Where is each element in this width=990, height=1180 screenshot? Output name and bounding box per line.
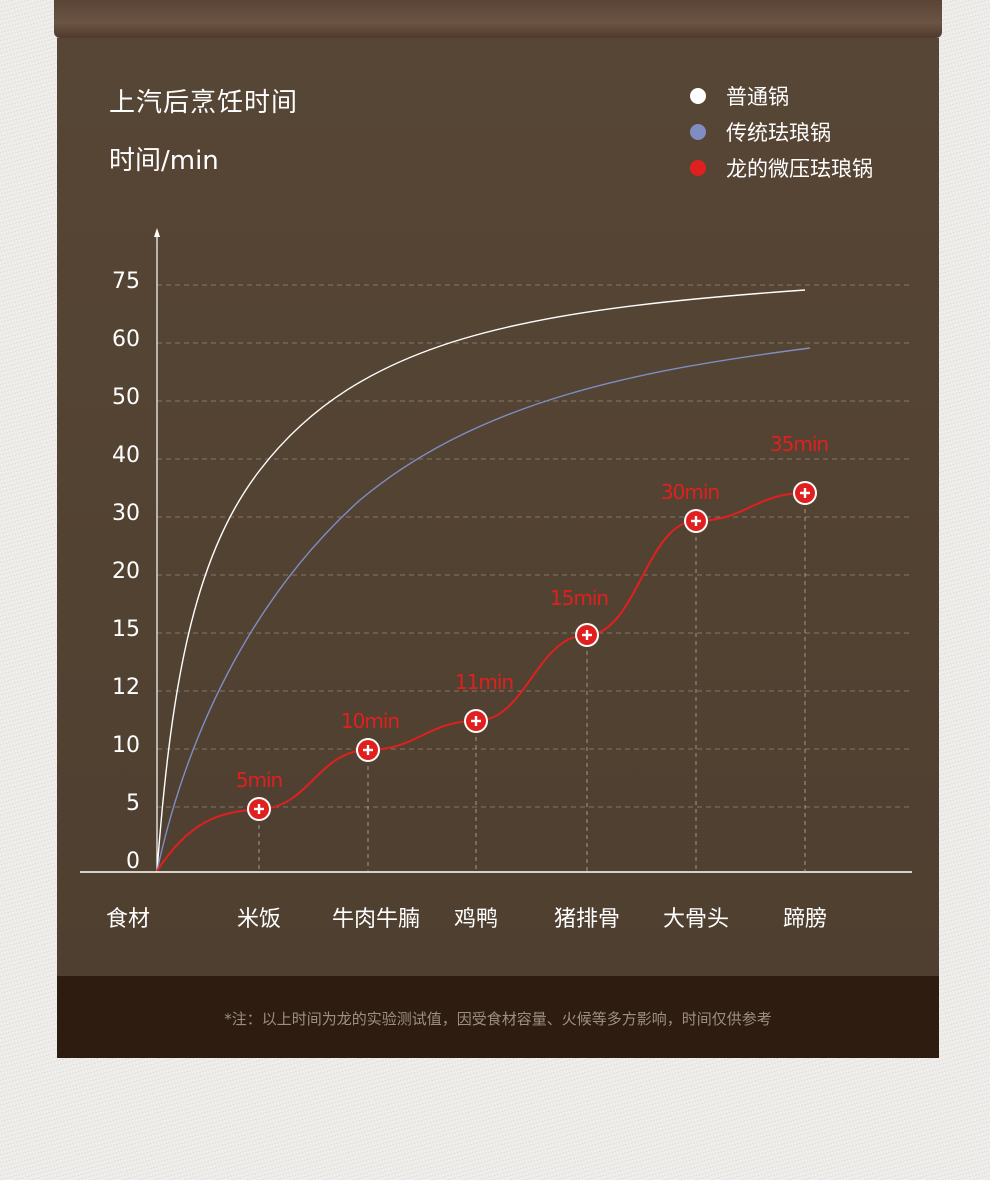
legend-label: 传统珐琅锅 [726, 121, 831, 145]
y-tick-label: 60 [112, 327, 140, 352]
legend-dot-blue [690, 124, 706, 140]
data-label: 30min [661, 480, 719, 504]
legend-label: 普通锅 [726, 85, 789, 109]
y-tick-label: 5 [126, 791, 140, 816]
x-tick-label: 大骨头 [663, 907, 729, 932]
legend-item-traditional-enamel-pot: 传统珐琅锅 [690, 114, 873, 150]
y-tick-labels: 0 5 10 12 15 20 30 40 50 60 75 [112, 269, 140, 874]
x-tick-label: 米饭 [237, 907, 281, 932]
y-tick-label: 40 [112, 443, 140, 468]
x-tick-label: 蹄膀 [783, 907, 827, 932]
data-label: 5min [236, 768, 282, 792]
chart-panel [57, 38, 939, 976]
series-line-normal-pot [156, 289, 806, 872]
y-tick-label: 50 [112, 385, 140, 410]
data-label: 35min [770, 432, 828, 456]
x-tick-label: 猪排骨 [554, 907, 620, 932]
y-tick-label: 20 [112, 559, 140, 584]
x-tick-label: 鸡鸭 [454, 907, 498, 932]
y-axis-unit-label: 时间/min [109, 146, 219, 176]
footer-bar: *注：以上时间为龙的实验测试值，因受食材容量、火候等多方影响，时间仅供参考 [57, 976, 939, 1058]
x-tick-labels: 食材 米饭 牛肉牛腩 鸡鸭 猪排骨 大骨头 蹄膀 [106, 907, 827, 932]
legend: 普通锅 传统珐琅锅 龙的微压珐琅锅 [690, 78, 873, 186]
y-tick-label: 12 [112, 675, 140, 700]
y-tick-label: 30 [112, 501, 140, 526]
top-decorative-strip [54, 0, 942, 38]
x-tick-label: 牛肉牛腩 [332, 907, 420, 932]
chart-title: 上汽后烹饪时间 [109, 88, 299, 118]
legend-dot-red [690, 160, 706, 176]
legend-dot-white [690, 88, 706, 104]
legend-item-micro-pressure-pot: 龙的微压珐琅锅 [690, 150, 873, 186]
data-label: 10min [341, 709, 399, 733]
y-tick-label: 15 [112, 617, 140, 642]
legend-item-normal-pot: 普通锅 [690, 78, 873, 114]
drop-lines [258, 493, 806, 871]
legend-label: 龙的微压珐琅锅 [726, 157, 873, 181]
x-axis-title: 食材 [106, 907, 150, 932]
footer-disclaimer: *注：以上时间为龙的实验测试值，因受食材容量、火候等多方影响，时间仅供参考 [224, 1010, 772, 1028]
data-label: 15min [550, 586, 608, 610]
data-points [247, 481, 817, 821]
y-tick-label: 0 [126, 849, 140, 874]
y-tick-label: 10 [112, 733, 140, 758]
grid-lines [157, 284, 912, 808]
axes [80, 228, 912, 873]
data-label: 11min [455, 670, 513, 694]
data-labels: 5min 10min 11min 15min 30min 35min [236, 432, 829, 792]
y-tick-label: 75 [112, 269, 140, 294]
y-axis-arrow-icon [154, 228, 160, 237]
series-line-traditional-enamel-pot [156, 347, 811, 872]
